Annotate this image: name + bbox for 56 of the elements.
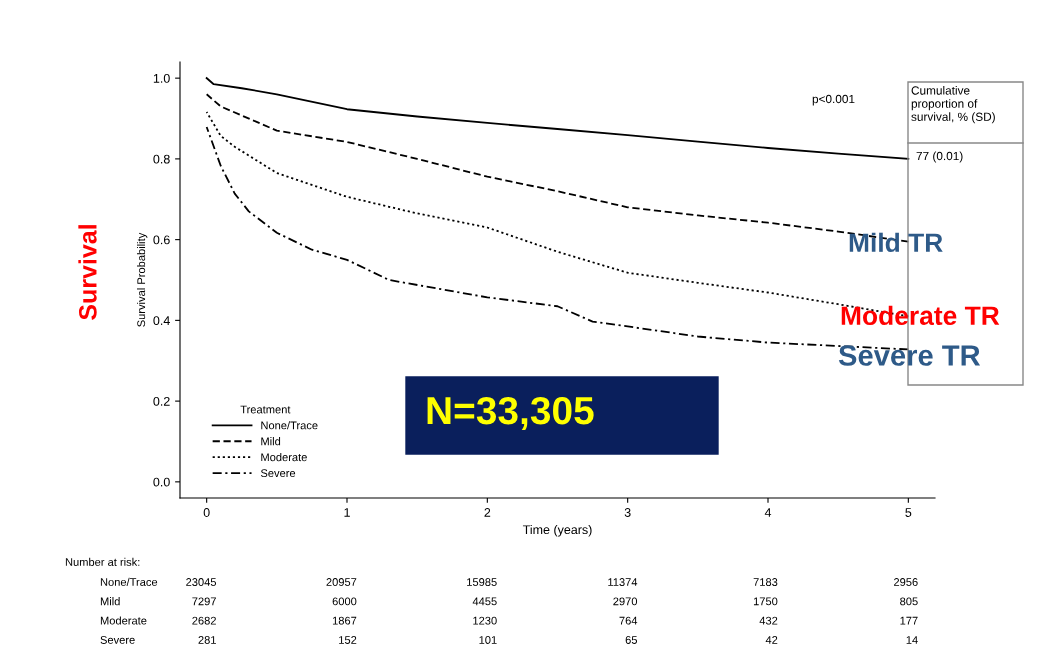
y-tick-label: 1.0 xyxy=(153,73,170,83)
text: 432 xyxy=(759,616,778,625)
legend-label: None/Trace xyxy=(261,421,318,430)
y-tick-label: 0.0 xyxy=(153,477,170,487)
x-tick-label: 5 xyxy=(905,508,912,517)
text: 101 xyxy=(479,636,497,644)
legend-title: Treatment xyxy=(240,405,291,414)
text: None/Trace xyxy=(100,577,158,586)
text: 11374 xyxy=(608,578,638,586)
annotation: N=33,305 xyxy=(427,396,594,431)
text: 4455 xyxy=(472,597,497,606)
text: 14 xyxy=(906,636,918,644)
annotation: Severe TR xyxy=(838,345,981,366)
text: 20957 xyxy=(326,578,357,586)
text: 7297 xyxy=(192,597,216,606)
legend-label: Moderate xyxy=(261,453,307,462)
legend-label: Severe xyxy=(260,469,296,478)
text: 1750 xyxy=(753,597,778,606)
text: Mild xyxy=(100,597,120,606)
annotation: p<0.001 xyxy=(812,94,855,106)
y-tick-label: 0.8 xyxy=(153,154,170,164)
y-tick-label: 0.4 xyxy=(153,316,170,326)
text: 177 xyxy=(900,616,918,625)
annotation: Mild TR xyxy=(849,232,943,253)
text: 1867 xyxy=(332,616,357,625)
text: 764 xyxy=(619,616,638,625)
annotation: 77 (0.01) xyxy=(916,151,963,163)
x-tick-label: 0 xyxy=(203,508,210,517)
text: 23045 xyxy=(186,578,217,586)
text: 65 xyxy=(625,636,638,644)
text: Number at risk: xyxy=(65,557,140,566)
annotation: Cumulative proportion of survival, % (SD) xyxy=(911,86,995,124)
y-tick-label: 0.6 xyxy=(153,235,170,245)
y-axis-title: Survival Probability xyxy=(136,232,148,327)
x-tick-label: 1 xyxy=(344,508,350,517)
text: 6000 xyxy=(332,597,357,606)
text: 2956 xyxy=(894,578,918,586)
x-tick-label: 3 xyxy=(624,508,631,517)
legend-label: Mild xyxy=(261,437,281,446)
text: 1230 xyxy=(473,616,497,625)
annotation: Moderate TR xyxy=(841,305,1000,326)
text: 2682 xyxy=(192,616,216,625)
y-tick-label: 0.2 xyxy=(153,396,170,406)
text: 42 xyxy=(765,636,778,644)
text: 2970 xyxy=(613,597,638,606)
text: Survival xyxy=(78,225,97,320)
x-axis-title: Time (years) xyxy=(522,524,592,537)
text: 805 xyxy=(900,597,918,606)
text: 281 xyxy=(198,636,216,644)
text: Severe xyxy=(100,636,135,644)
text: 152 xyxy=(339,636,357,644)
x-tick-label: 4 xyxy=(764,508,772,517)
x-tick-label: 2 xyxy=(484,508,491,517)
text: 15985 xyxy=(467,578,497,586)
text: 7183 xyxy=(753,578,778,586)
text: Moderate xyxy=(100,616,147,625)
